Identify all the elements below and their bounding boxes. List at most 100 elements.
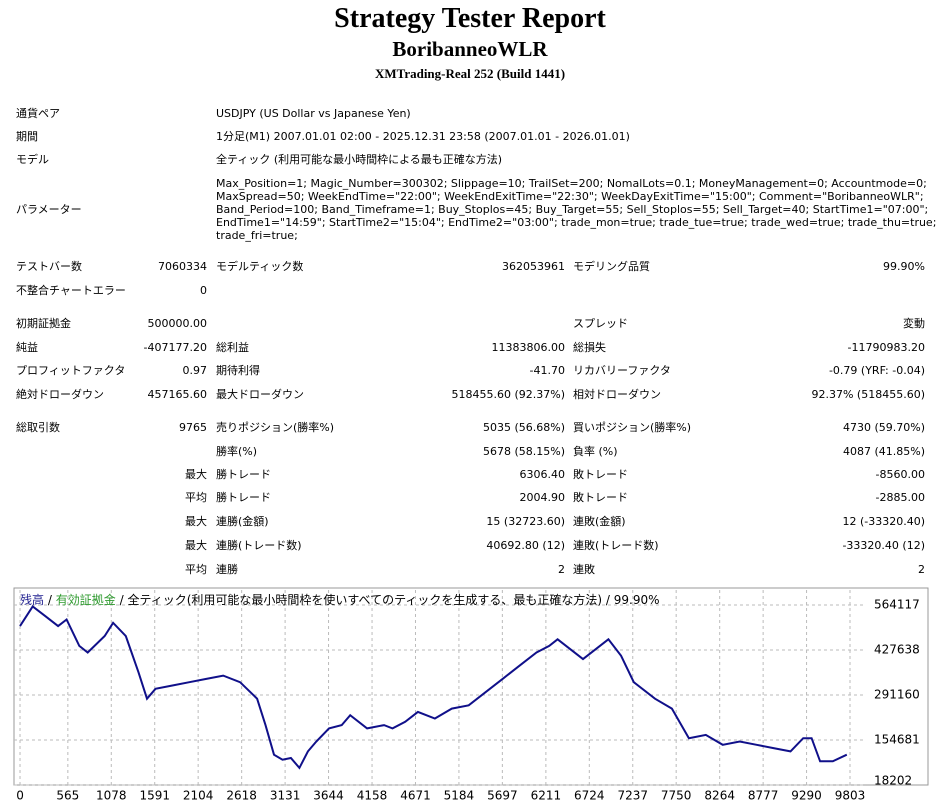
balance-line [19, 604, 848, 770]
x-tick-label: 5184 [444, 789, 475, 803]
legend-part: 99.90% [614, 593, 660, 607]
table-cell: 連敗(トレード数) [573, 539, 659, 552]
table-cell: 5678 (58.15%) [482, 445, 565, 458]
legend-part: / [120, 593, 125, 607]
y-tick-label: 427638 [874, 643, 920, 657]
table-cell: 0.97 [182, 364, 208, 377]
x-tick-label: 8264 [704, 789, 735, 803]
x-tick-label: 4158 [357, 789, 388, 803]
table-cell: 12 (-33320.40) [842, 515, 925, 528]
x-tick-label: 4671 [400, 789, 431, 803]
table-cell: 絶対ドローダウン [16, 388, 104, 401]
table-cell: 最大 [185, 539, 207, 552]
y-tick-label: 154681 [874, 732, 920, 746]
table-cell: 0 [200, 284, 207, 297]
x-tick-label: 6211 [531, 789, 562, 803]
table-cell: 変動 [903, 317, 925, 330]
legend-part: 有効証拠金 [56, 592, 116, 607]
table-cell: 2004.90 [519, 491, 566, 504]
table-cell: 敗トレード [573, 468, 628, 481]
table-cell: 40692.80 (12) [486, 539, 565, 552]
table-cell: 総損失 [573, 341, 606, 354]
table-cell: モデリング品質 [573, 260, 650, 273]
table-cell: テストバー数 [16, 260, 82, 273]
legend-part: / [48, 593, 53, 607]
chart-legend: 残高 / 有効証拠金 / 全ティック(利用可能な最小時間枠を使いすべてのティック… [20, 592, 660, 607]
info-value-line: EndTime1="14:59"; StartTime2="15:04"; En… [216, 216, 937, 229]
table-cell: 初期証拠金 [16, 317, 71, 330]
table-cell: 最大 [185, 468, 207, 481]
table-cell: 売りポジション(勝率%) [216, 421, 335, 434]
table-cell: 不整合チャートエラー [16, 284, 126, 297]
info-label: 期間 [16, 130, 38, 143]
x-tick-label: 1078 [96, 789, 127, 803]
x-tick-label: 1591 [139, 789, 170, 803]
y-tick-label: 291160 [874, 687, 920, 701]
table-cell: 連敗 [573, 563, 595, 576]
x-tick-label: 3644 [313, 789, 344, 803]
table-cell: 敗トレード [573, 491, 628, 504]
table-cell: 4087 (41.85%) [842, 445, 925, 458]
table-cell: 4730 (59.70%) [842, 421, 925, 434]
info-value: 1分足(M1) 2007.01.01 02:00 - 2025.12.31 23… [216, 130, 630, 143]
table-cell: 連勝(トレード数) [216, 539, 302, 552]
table-cell: -33320.40 (12) [842, 539, 925, 552]
table-cell: 9765 [179, 421, 207, 434]
table-cell: 連勝 [216, 563, 238, 576]
table-cell: 最大ドローダウン [216, 388, 304, 401]
table-cell: モデルティック数 [216, 260, 304, 273]
table-cell: 負率 (%) [573, 445, 618, 458]
table-cell: 総利益 [216, 341, 249, 354]
table-cell: 純益 [16, 341, 38, 354]
x-tick-label: 2104 [183, 789, 214, 803]
x-tick-label: 565 [56, 789, 79, 803]
table-cell: -0.79 (YRF: -0.04) [828, 364, 925, 377]
info-value: USDJPY (US Dollar vs Japanese Yen) [216, 107, 411, 120]
title: Strategy Tester Report [334, 3, 606, 34]
table-cell: 連勝(金額) [216, 515, 269, 528]
x-tick-label: 5697 [487, 789, 518, 803]
table-cell: スプレッド [573, 317, 628, 330]
table-cell: 92.37% (518455.60) [811, 388, 925, 401]
info-value-line: Band_Period=100; Band_Timeframe=1; Buy_S… [216, 203, 929, 216]
table-cell: 平均 [185, 563, 207, 576]
subtitle: BoribanneoWLR [392, 37, 548, 61]
info-value: 全ティック (利用可能な最小時間枠による最も正確な方法) [216, 153, 503, 166]
table-cell: 362053961 [502, 260, 565, 273]
x-tick-label: 2618 [226, 789, 257, 803]
table-cell: 5035 (56.68%) [482, 421, 565, 434]
table-cell: 総取引数 [16, 421, 60, 434]
table-cell: 500000.00 [147, 317, 208, 330]
x-tick-label: 0 [16, 789, 24, 803]
table-cell: 99.90% [883, 260, 925, 273]
table-cell: 2 [558, 563, 565, 576]
table-cell: 11383806.00 [491, 341, 565, 354]
table-cell: -2885.00 [875, 491, 925, 504]
legend-part: / [606, 593, 611, 607]
table-cell: 2 [918, 563, 925, 576]
table-cell: 平均 [185, 491, 207, 504]
info-value-line: trade_fri=true; [216, 229, 298, 242]
info-label: パラメーター [16, 203, 82, 216]
table-cell: 勝率(%) [216, 445, 258, 458]
x-tick-label: 7237 [617, 789, 648, 803]
chart-frame [13, 587, 929, 786]
table-cell: 518455.60 (92.37%) [451, 388, 565, 401]
table-cell: 相対ドローダウン [573, 388, 661, 401]
x-tick-label: 9803 [835, 789, 866, 803]
x-tick-label: 3131 [270, 789, 301, 803]
table-cell: 7060334 [158, 260, 207, 273]
table-cell: 6306.40 [519, 468, 566, 481]
legend-part: 残高 [20, 592, 44, 607]
table-cell: -11790983.20 [847, 341, 925, 354]
table-cell: -8560.00 [875, 468, 925, 481]
x-tick-label: 8777 [748, 789, 779, 803]
legend-part: 全ティック(利用可能な最小時間枠を使いすべてのティックを生成する、最も正確な方法… [127, 592, 602, 607]
table-cell: 連敗(金額) [573, 515, 626, 528]
table-cell: 買いポジション(勝率%) [573, 421, 692, 434]
table-cell: 15 (32723.60) [486, 515, 565, 528]
table-cell: リカバリーファクタ [573, 364, 671, 377]
table-cell: -407177.20 [143, 341, 207, 354]
